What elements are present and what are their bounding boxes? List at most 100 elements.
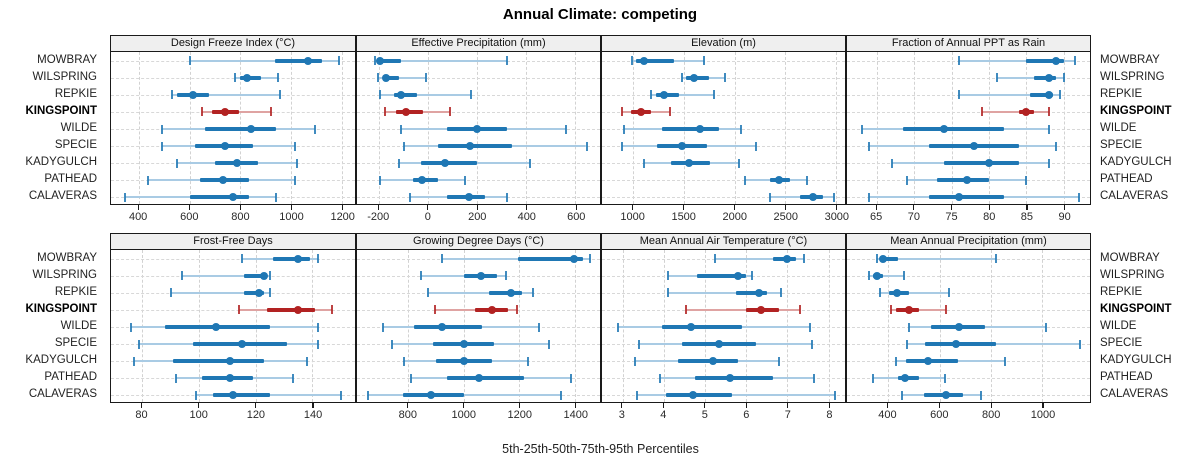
whisker-cap <box>798 305 801 315</box>
median-dot <box>952 340 961 349</box>
axis-tick-label: 65 <box>870 211 883 223</box>
panel-plot-area <box>847 52 1090 204</box>
percentile-range-25-75 <box>678 359 738 364</box>
axis-tick-label: 1000 <box>279 211 304 223</box>
axis-tick <box>1026 205 1028 210</box>
median-dot <box>221 142 230 151</box>
gridline-horizontal <box>357 94 600 96</box>
whisker-cap <box>170 90 173 100</box>
whisker-cap <box>879 288 882 298</box>
percentile-range-25-75 <box>244 290 265 295</box>
percentile-range-5-95 <box>637 394 835 397</box>
whisker-cap <box>833 390 836 400</box>
gridline-vertical <box>1063 52 1065 204</box>
station-label: MOWBRAY <box>1100 251 1160 264</box>
median-dot <box>688 391 697 400</box>
whisker-cap <box>129 322 132 332</box>
axis-tick <box>787 403 789 408</box>
whisker-cap <box>638 339 641 349</box>
axis-tick-label: 140 <box>303 409 323 421</box>
whisker-cap <box>737 158 740 168</box>
panel: Fraction of Annual PPT as Rain <box>846 35 1091 205</box>
axis-tick <box>990 403 992 408</box>
axis-tick-label: 75 <box>945 211 958 223</box>
median-dot <box>942 391 950 400</box>
whisker-cap <box>410 373 413 383</box>
gridline-vertical <box>888 250 890 402</box>
gridline-vertical <box>341 52 343 204</box>
axis-tick <box>342 205 344 210</box>
whisker-cap <box>1047 158 1050 168</box>
axis-tick <box>828 403 830 408</box>
median-dot <box>1022 107 1031 116</box>
whisker-cap <box>778 356 781 366</box>
percentile-range-5-95 <box>667 291 782 294</box>
median-dot <box>725 374 734 383</box>
whisker-cap <box>943 373 946 383</box>
whisker-cap <box>426 288 429 298</box>
whisker-cap <box>403 356 406 366</box>
axis-tick-label: 800 <box>398 409 417 421</box>
axis-tick-label: 100 <box>189 409 208 421</box>
median-dot <box>226 357 235 366</box>
percentile-range-5-95 <box>441 257 591 260</box>
axis-tick-label: 3000 <box>824 211 850 223</box>
median-dot <box>756 305 765 314</box>
whisker-cap <box>802 254 805 264</box>
whisker-cap <box>505 192 508 202</box>
station-label: CALAVERAS <box>1100 190 1169 203</box>
panel-header: Mean Annual Precipitation (mm) <box>847 234 1090 250</box>
percentile-range-5-95 <box>181 274 270 277</box>
median-dot <box>715 340 724 349</box>
gridline-horizontal <box>111 309 355 311</box>
axis-tick <box>1042 403 1044 408</box>
whisker-cap <box>1004 356 1007 366</box>
whisker-cap <box>305 356 308 366</box>
whisker-cap <box>1077 192 1080 202</box>
axis-tick <box>575 403 577 408</box>
whisker-cap <box>751 271 754 281</box>
median-dot <box>294 254 303 263</box>
whisker-cap <box>685 305 688 315</box>
median-dot <box>677 142 686 151</box>
station-label: KADYGULCH <box>1100 354 1172 367</box>
axis-tick <box>255 403 257 408</box>
axis-tick <box>913 205 915 210</box>
panel: Mean Annual Precipitation (mm) <box>846 233 1091 403</box>
axis-tick <box>188 205 190 210</box>
whisker-cap <box>811 339 814 349</box>
whisker-cap <box>293 175 296 185</box>
median-dot <box>685 159 694 168</box>
gridline-horizontal <box>602 60 845 62</box>
axis-tick-label: 80 <box>135 409 148 421</box>
panel-plot-area <box>111 250 355 402</box>
station-label: WILSPRING <box>32 70 97 83</box>
whisker-cap <box>278 90 281 100</box>
whisker-cap <box>296 158 299 168</box>
median-dot <box>709 357 718 366</box>
station-label: WILDE <box>60 122 97 134</box>
percentile-range-5-95 <box>686 308 800 311</box>
whisker-cap <box>382 322 385 332</box>
whisker-cap <box>947 288 950 298</box>
whisker-cap <box>868 192 871 202</box>
axis-tick <box>785 205 787 210</box>
station-label: MOWBRAY <box>37 53 97 66</box>
median-dot <box>754 288 763 297</box>
median-dot <box>465 142 474 151</box>
gridline-horizontal <box>847 77 1090 79</box>
station-label: SPECIE <box>1100 139 1143 152</box>
whisker-cap <box>169 288 172 298</box>
whisker-cap <box>739 124 742 134</box>
percentile-range-5-95 <box>868 274 904 277</box>
median-dot <box>437 323 446 331</box>
whisker-cap <box>754 141 757 151</box>
panel: Design Freeze Index (°C) <box>110 35 356 205</box>
whisker-cap <box>1062 73 1065 83</box>
gridline-vertical <box>575 250 576 402</box>
whisker-cap <box>419 271 422 281</box>
station-label: KADYGULCH <box>25 354 97 367</box>
axis-tick <box>875 205 877 210</box>
median-dot <box>962 176 971 185</box>
